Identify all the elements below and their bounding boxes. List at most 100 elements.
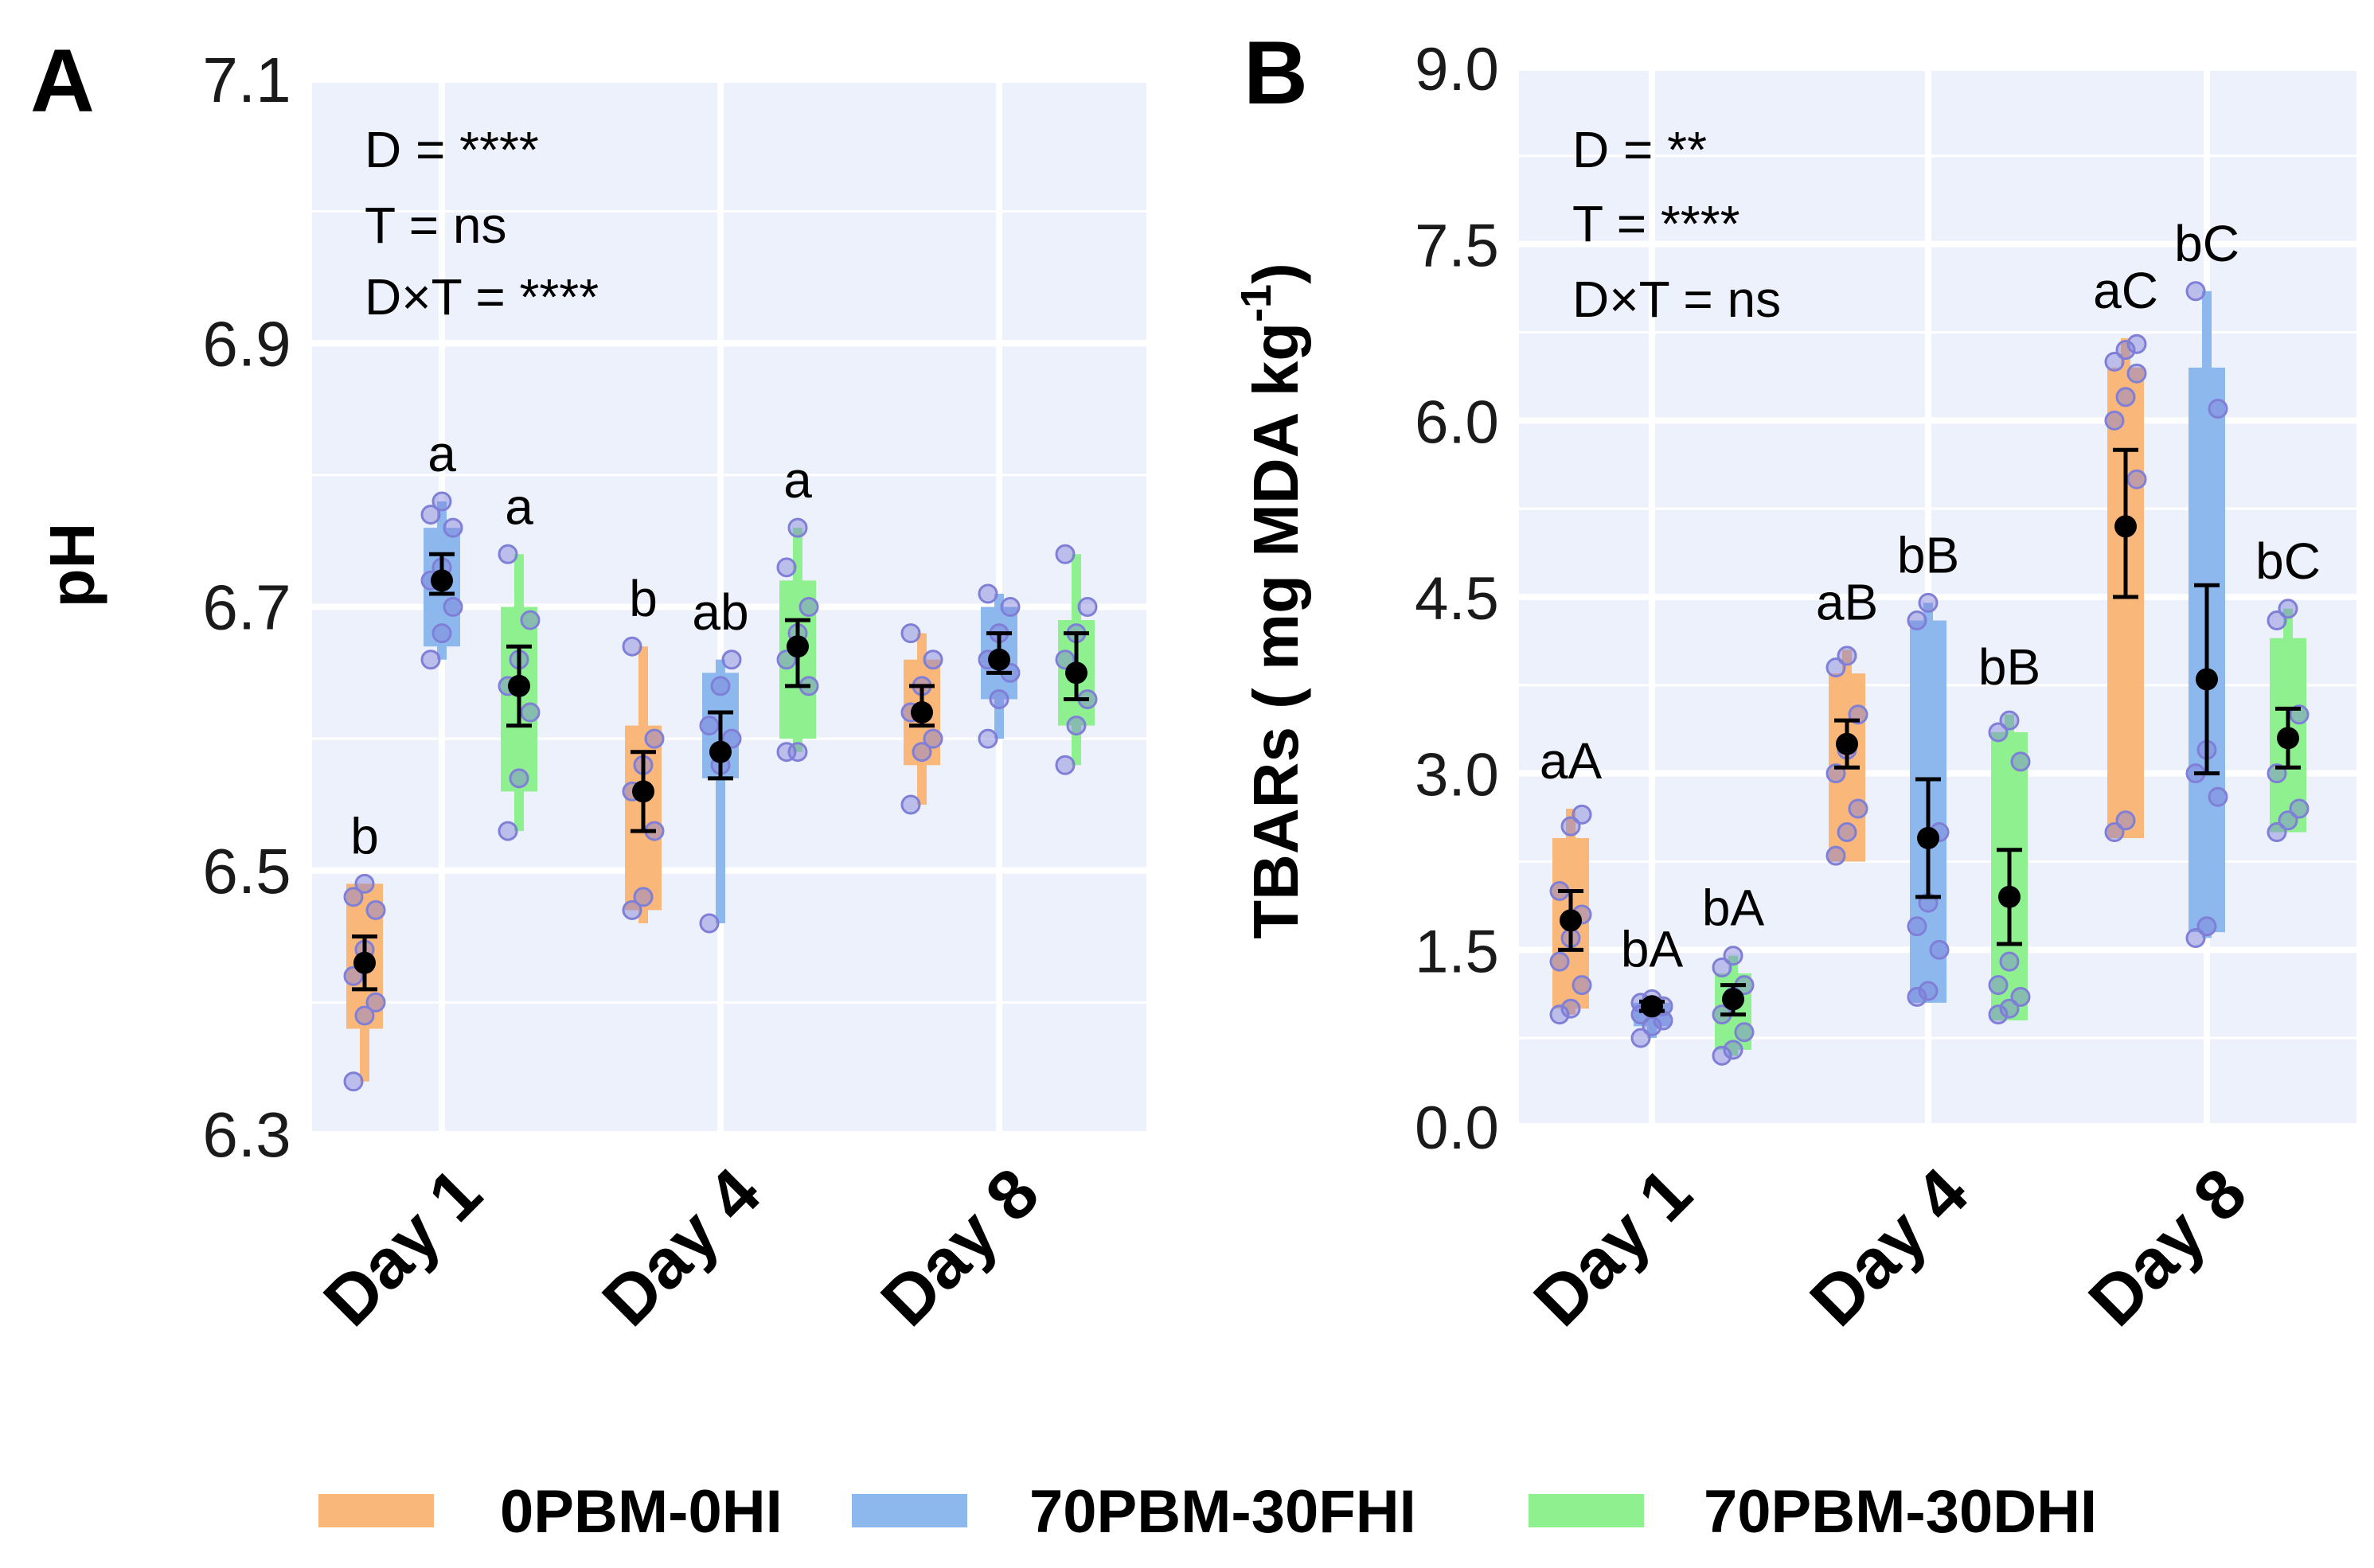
significance-letter: a [428,425,456,482]
stats-line: D = **** [365,121,539,178]
mean-point [632,780,654,803]
mean-point [353,951,376,974]
data-point [1999,951,2020,972]
data-point [721,649,742,670]
y-tick-label: 6.3 [202,1099,291,1170]
box-group: b [343,807,386,1092]
legend-swatch [318,1494,434,1527]
data-point [1837,822,1857,843]
data-point [787,742,808,763]
significance-letter: b [629,570,658,627]
legend-swatch [852,1494,967,1527]
data-point [2104,410,2125,431]
panel-a-y-axis-label: pH [37,523,107,608]
box-group: a [420,425,463,670]
data-point [633,887,654,907]
box-group: aA [1540,732,1602,1025]
data-point [978,728,998,749]
box-group: bA [1702,880,1764,1066]
data-point [900,623,921,644]
x-category-label: Day 1 [1518,1153,1706,1340]
data-point [978,583,998,604]
significance-letter: a [505,478,533,535]
data-point [1734,1022,1755,1043]
data-point [1055,544,1076,564]
panel-b-marks: aA bA bA aB bB bB aC bC bC [1540,215,2321,1066]
data-point [699,913,720,934]
data-point [365,992,386,1012]
data-point [1560,998,1581,1019]
box-group: bB [1978,638,2040,1025]
data-point [431,491,452,512]
data-point [2126,363,2147,384]
box-group: bA [1621,920,1683,1048]
mean-point [911,701,933,724]
y-tick-label: 6.0 [1415,388,1499,456]
data-point [2278,599,2298,619]
data-point [1560,816,1581,837]
data-point [2208,399,2228,419]
data-point [443,597,463,617]
data-point [1066,716,1087,736]
panel-b: B 0.01.53.04.56.07.59.0 Day 1 Day 4 Day 8 … [1232,23,2356,1340]
x-category-label: Day 4 [587,1153,775,1340]
x-category-label: Day 4 [1794,1153,1982,1340]
box-group [900,623,943,815]
data-point [2278,810,2298,831]
data-point [923,728,943,749]
panel-a-stats-text: D = **** T = ns D×T = **** [365,121,599,326]
panel-b-stats-text: D = ** T = **** D×T = ns [1572,121,1781,328]
mean-point [2114,515,2137,538]
box-group: bC [2174,215,2239,949]
significance-letter: a [783,451,812,509]
data-point [923,649,943,670]
data-point [420,505,441,525]
mean-point [1641,995,1663,1018]
panel-letter-b: B [1244,23,1308,123]
box-group: aB [1816,574,1878,866]
data-point [498,544,518,564]
data-point [710,676,731,696]
data-point [1572,975,1592,996]
mean-point [1998,885,2021,908]
data-point [2196,916,2217,937]
data-point [622,899,642,920]
legend-label: 70PBM-30DHI [1704,1478,2097,1546]
data-point [2010,986,2031,1007]
panel-b-x-categories: Day 1 Day 4 Day 8 [1518,1153,2261,1340]
box-group: bC [2255,532,2321,843]
data-point [1549,1004,1570,1025]
legend: 0PBM-0HI 70PBM-30FHI 70PBM-30DHI [318,1478,2097,1546]
box-group: aC [2093,262,2158,843]
data-point [343,1071,364,1092]
mean-point [1722,988,1744,1011]
data-point [2208,786,2228,807]
y-tick-label: 6.5 [202,836,291,907]
data-point [787,517,808,538]
box-group: b [622,570,665,923]
data-point [622,636,642,657]
significance-letter: aB [1816,574,1878,631]
data-point [1723,946,1743,966]
box-group: a [498,478,541,841]
panel-b-y-axis-label-end: ) [1240,263,1311,284]
data-point [1918,592,1939,613]
data-point [1000,597,1021,617]
data-point [1077,597,1098,617]
data-point [2185,281,2206,302]
data-point [1988,1004,2009,1025]
y-tick-label: 3.0 [1415,742,1499,809]
mean-point [709,740,732,763]
data-point [2115,387,2136,408]
y-tick-label: 0.0 [1415,1094,1499,1162]
box-group: a [776,451,819,763]
stats-line: D = ** [1572,121,1707,178]
data-point [2104,822,2125,843]
stats-line: T = ns [365,197,506,254]
mean-point [787,635,809,658]
data-point [343,887,364,907]
mean-point [1065,661,1087,685]
panel-a-x-categories: Day 1 Day 4 Day 8 [308,1153,1053,1340]
data-point [798,597,819,617]
